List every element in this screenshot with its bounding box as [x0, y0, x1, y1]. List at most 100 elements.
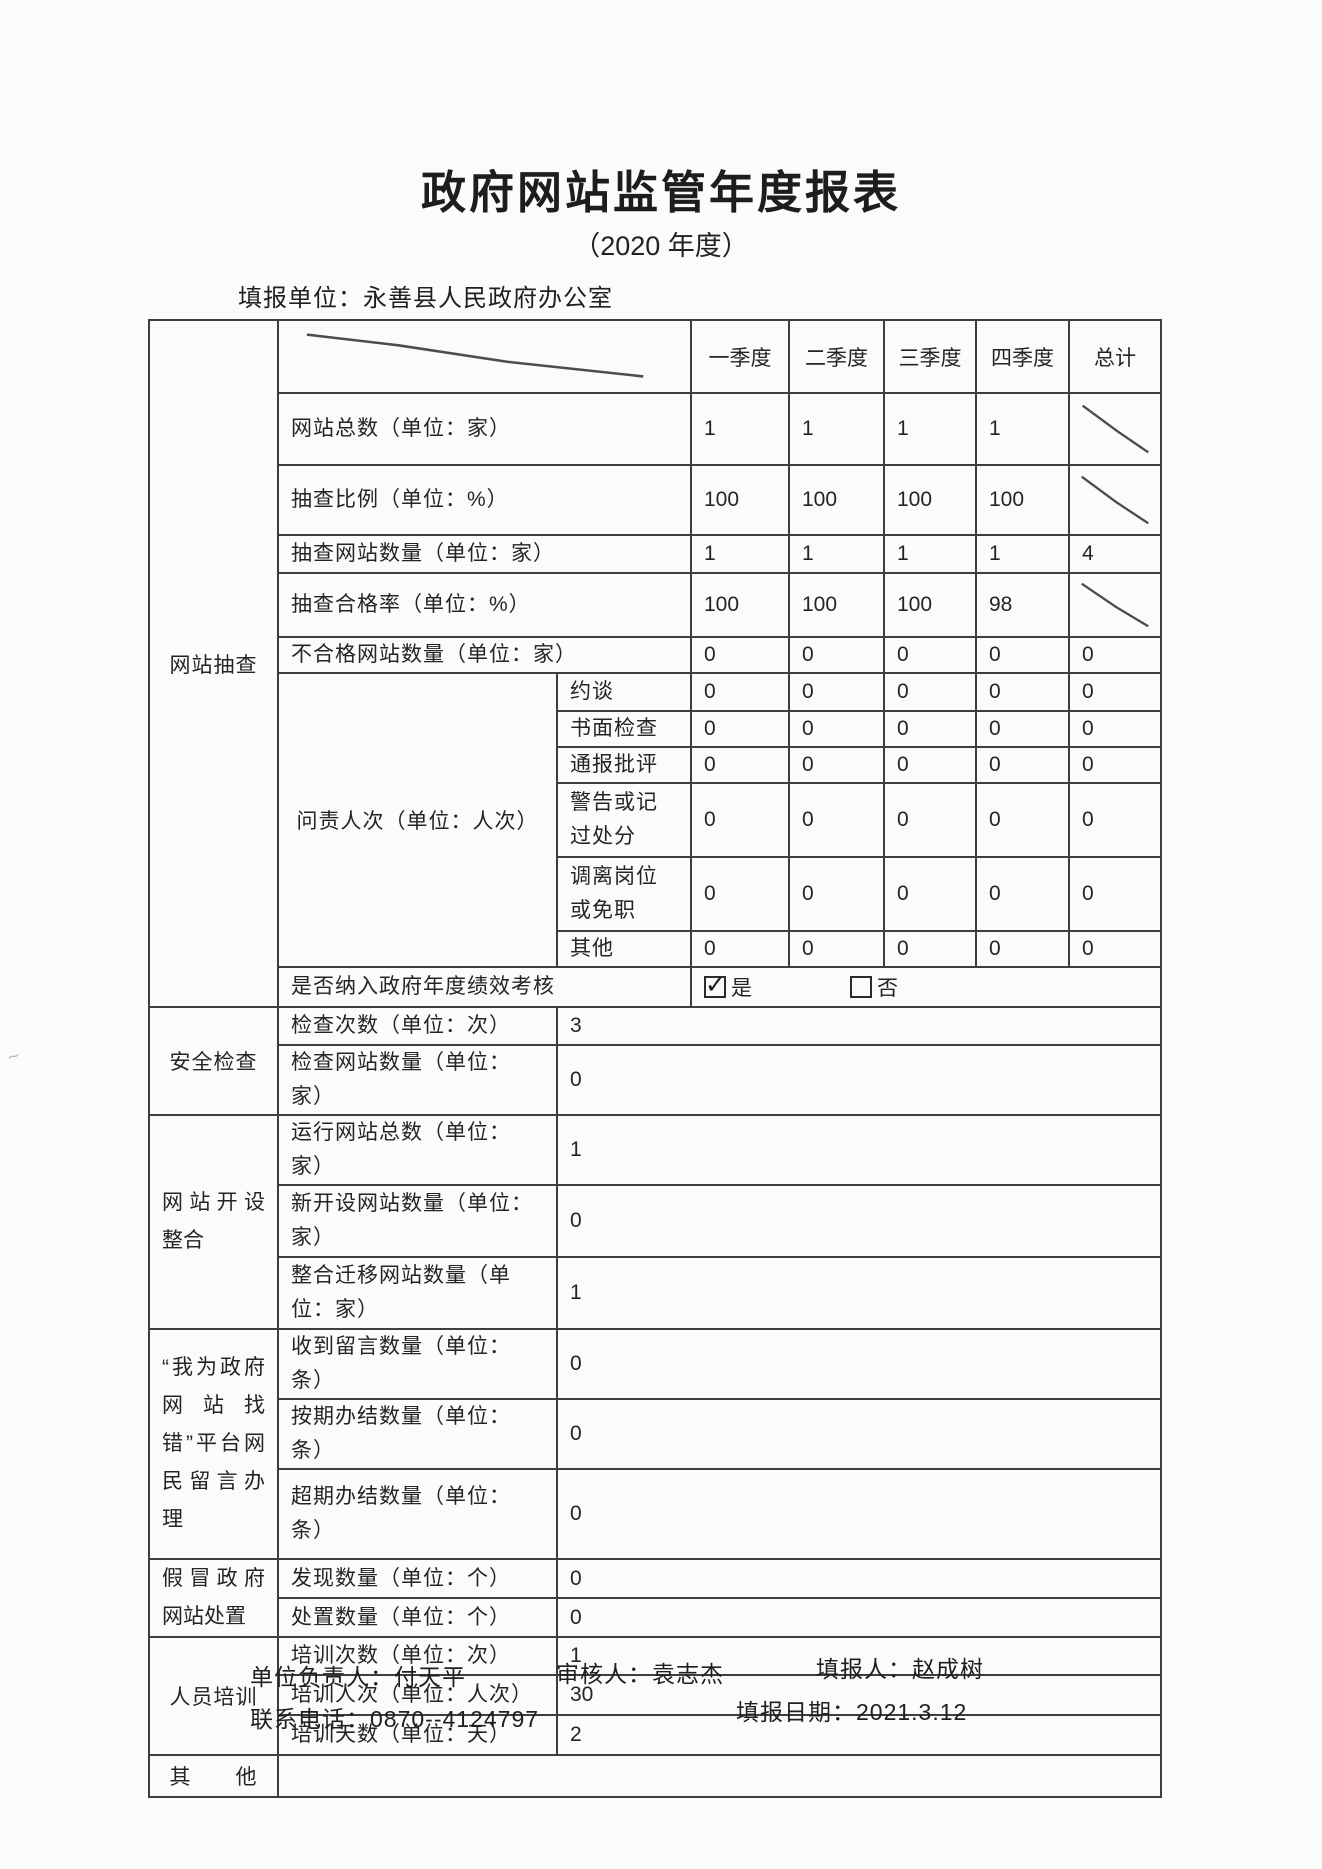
row-label: 抽查比例（单位：%）	[277, 464, 692, 536]
value-cell: 100	[975, 464, 1070, 536]
table-row: “我为政府网站找错”平台网民留言办理 收到留言数量（单位：条） 0	[148, 1328, 1162, 1560]
table-row: 检查网站数量（单位：家） 0	[149, 1044, 1162, 1116]
assessment-no: 否	[850, 972, 898, 1002]
diagonal-header-cell	[277, 319, 692, 394]
value-cell: 0	[788, 930, 885, 968]
value-cell: 0	[556, 1328, 1162, 1400]
sub-row-label: 警告或记过处分	[556, 782, 692, 858]
slash-cell	[1068, 464, 1162, 536]
quarter-header-q2: 二季度	[788, 319, 885, 394]
table-row: 警告或记过处分 0 0 0 0 0	[149, 782, 1162, 858]
value-cell: 0	[975, 746, 1070, 784]
value-cell: 1	[883, 392, 977, 466]
yes-label: 是	[731, 977, 752, 1000]
section-label-site-integration: 网站开设整合	[148, 1114, 279, 1330]
value-cell: 0	[788, 746, 885, 784]
value-cell: 0	[883, 746, 977, 784]
value-cell: 0	[556, 1398, 1162, 1470]
quarter-header-total: 总计	[1068, 319, 1162, 394]
value-cell: 0	[883, 672, 977, 712]
assessment-label: 是否纳入政府年度绩效考核	[277, 966, 692, 1008]
value-cell: 0	[975, 930, 1070, 968]
value-cell: 1	[788, 534, 885, 574]
empty-value-cell	[277, 1754, 1162, 1798]
section-label-error-platform: “我为政府网站找错”平台网民留言办理	[148, 1328, 279, 1560]
quarter-header-q3: 三季度	[883, 319, 977, 394]
value-cell: 0	[690, 930, 790, 968]
table-header-row: 网站抽查 一季度 二季度 三季度 四季度 总计	[148, 319, 1162, 1008]
accountability-label: 问责人次（单位：人次）	[277, 672, 558, 968]
value-cell: 0	[690, 710, 790, 748]
row-label: 培训天数（单位：天）	[277, 1714, 558, 1756]
table-row: 其 他	[148, 1754, 1162, 1798]
table-row: 按期办结数量（单位：条） 0	[149, 1398, 1162, 1470]
row-label: 检查网站数量（单位：家）	[277, 1044, 558, 1116]
table-row: 安全检查 检查次数（单位：次） 3	[148, 1006, 1162, 1116]
page-subtitle: （2020 年度）	[573, 231, 749, 261]
value-cell: 0	[883, 782, 977, 858]
row-label: 检查次数（单位：次）	[277, 1006, 558, 1046]
row-label: 不合格网站数量（单位：家）	[277, 636, 692, 674]
table-row: 超期办结数量（单位：条） 0	[149, 1468, 1162, 1560]
table-row: 抽查网站数量（单位：家） 1 1 1 1 4	[149, 534, 1162, 574]
value-cell: 3	[556, 1006, 1162, 1046]
value-cell: 4	[1068, 534, 1162, 574]
value-cell: 1	[690, 392, 790, 466]
slash-icon	[1081, 475, 1149, 525]
section-label-security-check: 安全检查	[148, 1006, 279, 1116]
footer-phone: 联系电话：0870--4124797	[250, 1706, 540, 1732]
value-cell: 0	[975, 782, 1070, 858]
row-label: 按期办结数量（单位：条）	[277, 1398, 558, 1470]
value-cell: 0	[788, 636, 885, 674]
value-cell: 0	[1068, 636, 1162, 674]
page-title: 政府网站监管年度报表	[420, 167, 901, 218]
row-label: 培训次数（单位：次）	[277, 1636, 558, 1676]
checkbox-checked-icon	[704, 970, 726, 1000]
value-cell: 0	[690, 672, 790, 712]
value-cell: 0	[788, 856, 885, 932]
row-label: 发现数量（单位：个）	[277, 1558, 558, 1599]
value-cell: 0	[975, 710, 1070, 748]
value-cell: 0	[883, 856, 977, 932]
table-row: 书面检查 0 0 0 0 0	[149, 710, 1162, 748]
value-cell: 1	[975, 534, 1070, 574]
footer-responsible-person: 单位负责人：付天平	[250, 1664, 466, 1690]
table-row: 抽查比例（单位：%） 100 100 100 100	[149, 464, 1162, 536]
table-row: 是否纳入政府年度绩效考核 是否	[149, 966, 1162, 1008]
section-label-training: 人员培训	[148, 1636, 279, 1756]
row-label: 新开设网站数量（单位：家）	[277, 1184, 558, 1258]
assessment-value-cell: 是否	[690, 966, 1162, 1008]
value-cell: 0	[1068, 856, 1162, 932]
value-cell: 0	[690, 636, 790, 674]
value-cell: 0	[788, 782, 885, 858]
sub-row-label: 书面检查	[556, 710, 692, 748]
value-cell: 1	[556, 1114, 1162, 1186]
table-row: 抽查合格率（单位：%） 100 100 100 98	[149, 572, 1162, 638]
row-label: 处置数量（单位：个）	[277, 1597, 558, 1638]
row-label: 抽查合格率（单位：%）	[277, 572, 692, 638]
footer-reviewer: 审核人：袁志杰	[556, 1661, 724, 1687]
section-label-other: 其 他	[148, 1754, 279, 1798]
value-cell: 0	[975, 856, 1070, 932]
slash-cell	[1068, 572, 1162, 638]
value-cell: 0	[556, 1468, 1162, 1560]
value-cell: 1	[556, 1636, 1162, 1676]
slash-icon	[1082, 404, 1149, 454]
value-cell: 0	[690, 746, 790, 784]
quarter-header-q1: 一季度	[690, 319, 790, 394]
slash-icon	[1081, 582, 1149, 628]
value-cell: 0	[556, 1044, 1162, 1116]
value-cell: 100	[883, 464, 977, 536]
row-label: 运行网站总数（单位：家）	[277, 1114, 558, 1186]
value-cell: 0	[556, 1184, 1162, 1258]
sub-row-label: 通报批评	[556, 746, 692, 784]
footer-filler: 填报人：赵成树	[816, 1656, 984, 1682]
table-row: 假冒政府网站处置 发现数量（单位：个） 0	[148, 1558, 1162, 1638]
table-row: 处置数量（单位：个） 0	[149, 1597, 1162, 1638]
table-row: 网站总数（单位：家） 1 1 1 1	[149, 392, 1162, 466]
row-label: 培训人次（单位：人次）	[277, 1674, 558, 1716]
value-cell: 0	[788, 710, 885, 748]
sub-row-label: 调离岗位或免职	[556, 856, 692, 932]
value-cell: 1	[883, 534, 977, 574]
